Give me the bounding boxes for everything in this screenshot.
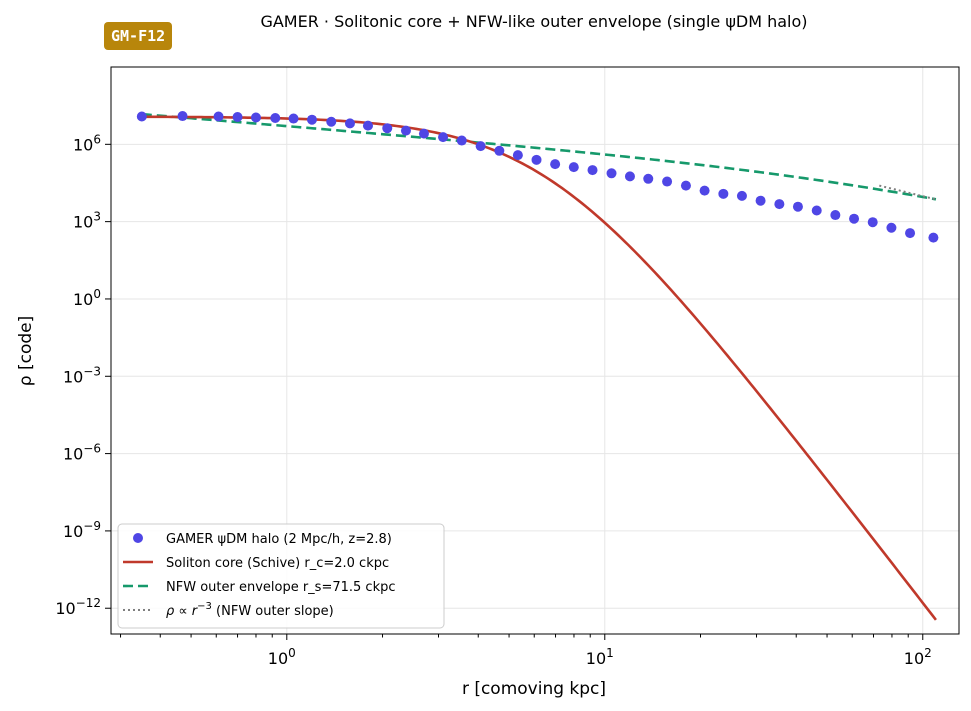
y-tick-exponent: −3	[83, 364, 101, 378]
halo-data-point	[306, 114, 317, 125]
legend-label-slope: ρ ∝ r−3 (NFW outer slope)	[166, 601, 334, 619]
halo-data-point	[475, 141, 486, 152]
figure-badge: GM-F12	[104, 22, 173, 50]
y-tick-base: 10	[63, 445, 83, 464]
chart-title: GAMER · Solitonic core + NFW-like outer …	[260, 12, 807, 31]
halo-data-point	[400, 125, 411, 136]
y-tick-label: 10−12	[55, 596, 101, 618]
y-tick-base: 10	[73, 290, 93, 309]
y-tick-base: 10	[63, 522, 83, 541]
x-tick-label: 102	[904, 646, 932, 668]
halo-data-point	[849, 213, 860, 224]
x-tick-exponent: 0	[288, 646, 296, 660]
y-tick-base: 10	[55, 599, 75, 618]
legend-slope-prefix: ρ ∝ r	[166, 604, 199, 619]
halo-data-point	[270, 113, 281, 123]
halo-data-point	[362, 120, 373, 131]
halo-data-point	[418, 128, 429, 139]
halo-data-point	[177, 111, 188, 122]
x-tick-exponent: 2	[924, 646, 932, 660]
halo-data-point	[568, 162, 579, 173]
y-tick-exponent: −9	[83, 519, 101, 533]
x-tick-base: 10	[586, 649, 606, 668]
halo-data-point	[531, 154, 542, 165]
plot-frame	[110, 66, 960, 635]
halo-data-point	[606, 168, 617, 179]
halo-data-point	[136, 111, 147, 122]
halo-data-point	[512, 150, 523, 161]
halo-data-point	[550, 159, 561, 170]
legend-label-nfw: NFW outer envelope r_s=71.5 ckpc	[166, 580, 396, 595]
halo-data-point	[905, 228, 916, 239]
halo-data-point	[811, 205, 822, 216]
legend-slope-exponent: −3	[197, 601, 212, 612]
legend-marker-halo	[133, 533, 143, 543]
y-tick-exponent: 6	[93, 132, 101, 146]
y-tick-label: 10−6	[63, 442, 101, 464]
y-tick-label: 10−3	[63, 364, 101, 386]
legend-label-soliton: Soliton core (Schive) r_c=2.0 ckpc	[166, 556, 389, 571]
y-tick-label: 103	[73, 210, 101, 232]
y-tick-base: 10	[63, 367, 83, 386]
y-tick-exponent: −6	[83, 442, 101, 456]
y-tick-exponent: 3	[93, 210, 101, 224]
halo-data-point	[718, 188, 729, 199]
halo-data-point	[326, 116, 337, 127]
halo-data-point	[382, 123, 393, 134]
halo-data-point	[774, 199, 785, 210]
legend: GAMER ψDM halo (2 Mpc/h, z=2.8) Soliton c…	[117, 523, 445, 629]
y-tick-label: 100	[73, 287, 101, 309]
y-tick-base: 10	[73, 135, 93, 154]
halo-data-point	[928, 232, 939, 243]
halo-data-point	[736, 190, 747, 201]
halo-data-point	[232, 111, 243, 122]
halo-data-point	[587, 165, 598, 176]
halo-data-point	[624, 171, 635, 182]
halo-data-point	[456, 135, 467, 146]
halo-data-point	[680, 180, 691, 191]
x-tick-base: 10	[268, 649, 288, 668]
x-tick-label: 101	[586, 646, 614, 668]
y-tick-label: 10−9	[63, 519, 101, 541]
legend-label-halo: GAMER ψDM halo (2 Mpc/h, z=2.8)	[166, 532, 392, 547]
halo-data-point	[792, 201, 803, 212]
halo-data-point	[438, 132, 449, 143]
y-tick-base: 10	[73, 213, 93, 232]
halo-data-point	[755, 195, 766, 206]
x-tick-exponent: 1	[606, 646, 614, 660]
halo-data-point	[643, 173, 654, 184]
series-layer	[136, 111, 939, 621]
halo-data-point	[344, 118, 355, 129]
halo-data-point	[699, 185, 710, 196]
x-tick-label: 100	[268, 646, 296, 668]
x-axis-label: r [comoving kpc]	[462, 679, 606, 699]
halo-data-point	[662, 176, 673, 187]
legend-slope-suffix: (NFW outer slope)	[212, 604, 334, 619]
halo-data-point	[867, 217, 878, 228]
halo-data-point	[250, 112, 261, 123]
halo-data-point	[288, 113, 299, 124]
nfw-slope-line	[879, 184, 937, 201]
y-tick-exponent: −12	[76, 596, 101, 610]
y-tick-exponent: 0	[93, 287, 101, 301]
nfw-envelope-line	[141, 112, 937, 201]
x-tick-base: 10	[904, 649, 924, 668]
legend-box	[117, 523, 445, 629]
y-axis-label: ρ [code]	[16, 316, 36, 386]
y-tick-label: 106	[73, 132, 101, 154]
halo-data-point	[830, 210, 841, 221]
halo-data-point	[213, 111, 224, 122]
halo-data-point	[494, 145, 505, 156]
halo-data-point	[886, 222, 897, 233]
